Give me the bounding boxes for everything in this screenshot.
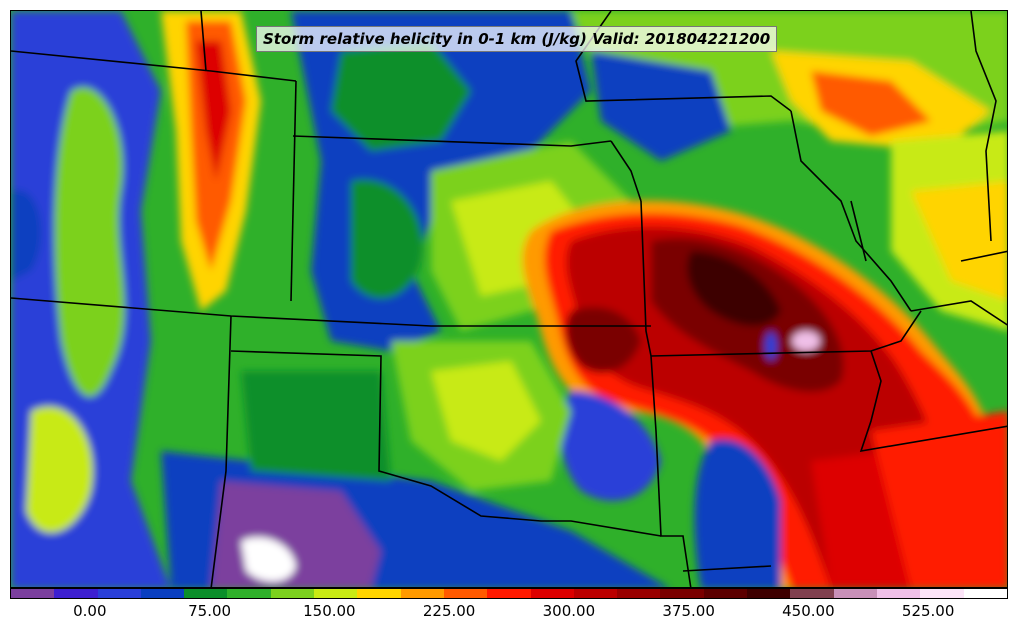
colorbar-tick-label: 75.00 <box>188 602 232 620</box>
colorbar-segment <box>270 589 315 598</box>
colorbar-tick-label: 450.00 <box>782 602 835 620</box>
colorbar-segment <box>97 589 141 598</box>
colorbar-segment <box>443 589 488 598</box>
state-boundaries <box>11 11 1007 587</box>
colorbar-ticks: 0.00 75.00 150.00 225.00 300.00 375.00 450.00 5… <box>10 599 1008 629</box>
colorbar-segment <box>400 589 444 598</box>
colorbar-segment <box>963 589 1007 598</box>
colorbar-segment <box>573 589 618 598</box>
colorbar-segment <box>530 589 574 598</box>
colorbar-segment <box>357 589 401 598</box>
colorbar-segment <box>876 589 921 598</box>
map-title: Storm relative helicity in 0-1 km (J/kg)… <box>256 26 778 52</box>
colorbar-segment <box>184 589 228 598</box>
colorbar-segment <box>703 589 748 598</box>
colorbar-tick-label: 300.00 <box>542 602 596 620</box>
colorbar <box>10 588 1008 599</box>
colorbar-segment <box>833 589 877 598</box>
colorbar-segment <box>54 589 98 598</box>
colorbar-tick-label: 0.00 <box>73 602 107 620</box>
colorbar-tick-label: 375.00 <box>662 602 715 620</box>
colorbar-segment <box>617 589 661 598</box>
colorbar-segment <box>140 589 185 598</box>
colorbar-segment <box>227 589 271 598</box>
colorbar-segment <box>487 589 531 598</box>
colorbar-segment <box>660 589 704 598</box>
colorbar-segment <box>790 589 834 598</box>
helicity-field-blobs <box>11 11 1007 587</box>
colorbar-segment <box>11 589 55 598</box>
helicity-map: Storm relative helicity in 0-1 km (J/kg)… <box>10 10 1008 588</box>
colorbar-segment <box>920 589 964 598</box>
colorbar-segment <box>747 589 791 598</box>
colorbar-segment <box>314 589 358 598</box>
colorbar-tick-label: 225.00 <box>422 602 476 620</box>
colorbar-tick-label: 150.00 <box>303 602 356 620</box>
colorbar-tick-label: 525.00 <box>901 602 955 620</box>
